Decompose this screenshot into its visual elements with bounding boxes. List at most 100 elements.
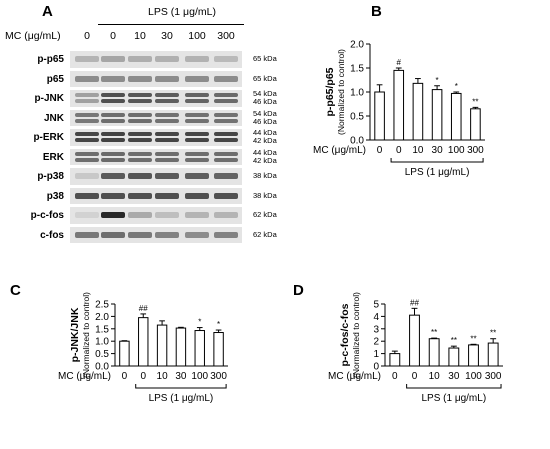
y-tick-label: 0.0 bbox=[350, 136, 364, 147]
chart-panel-b: B 0.0 0.5 1.0 1.5 2.0 p-p65/p65 (Normalized to… bbox=[275, 0, 550, 215]
bar bbox=[450, 92, 462, 141]
chart-d-svg: 0 12 345 p-c-fos/c-fos (Normalized to contro… bbox=[328, 292, 503, 404]
blot-row-label: p-ERK bbox=[33, 132, 64, 143]
blot-band bbox=[185, 75, 209, 82]
blot-band bbox=[155, 112, 179, 117]
blot-band bbox=[128, 151, 152, 156]
blot-band bbox=[185, 99, 209, 103]
blot-row-label: JNK bbox=[43, 112, 64, 124]
blot-band bbox=[128, 231, 152, 238]
blot-band bbox=[185, 151, 209, 156]
x-tick-label: 300 bbox=[210, 371, 227, 382]
blot-band bbox=[185, 56, 209, 62]
blot-band bbox=[101, 93, 125, 97]
blot-strip bbox=[70, 148, 242, 165]
bar bbox=[468, 344, 479, 367]
x-tick-label: 0 bbox=[396, 145, 402, 156]
blot-band bbox=[101, 151, 125, 156]
blot-band bbox=[214, 93, 238, 97]
significance-mark: ** bbox=[472, 97, 478, 106]
blot-band bbox=[155, 173, 179, 179]
x-tick-label: 30 bbox=[175, 371, 187, 382]
bar bbox=[393, 69, 405, 141]
blot-band bbox=[128, 112, 152, 117]
blot-band bbox=[101, 231, 125, 238]
blot-band bbox=[185, 138, 209, 142]
dose-label: 10 bbox=[134, 30, 146, 42]
kda-label: 65 kDa bbox=[253, 54, 277, 63]
y-tick-label: 1.0 bbox=[95, 337, 109, 348]
kda-label: 46 kDa bbox=[253, 116, 277, 126]
blot-band bbox=[155, 118, 179, 123]
blot-band bbox=[214, 132, 238, 136]
blot-band bbox=[101, 192, 125, 199]
blot-band bbox=[75, 151, 99, 156]
y-tick-label: 2 bbox=[373, 337, 379, 348]
blot-band bbox=[214, 99, 238, 103]
y-tick-label: 0.5 bbox=[95, 349, 109, 360]
bar bbox=[156, 324, 168, 367]
blot-row-label: p-c-fos bbox=[30, 210, 64, 221]
blot-band bbox=[75, 56, 99, 62]
panel-a-lps-line bbox=[98, 24, 244, 25]
dose-label: 0 bbox=[110, 30, 116, 42]
y-axis-label: p-p65/p65 bbox=[324, 67, 336, 116]
blot-row-label: p-JNK bbox=[34, 93, 64, 104]
significance-mark: ## bbox=[410, 298, 419, 307]
x-tick-label: 100 bbox=[191, 371, 208, 382]
kda-label: 38 kDa bbox=[253, 190, 277, 200]
blot-strip bbox=[70, 187, 242, 204]
significance-mark: ## bbox=[139, 304, 148, 313]
blot-band bbox=[101, 75, 125, 82]
blot-band bbox=[214, 192, 238, 199]
blot-band bbox=[128, 173, 152, 179]
significance-mark: * bbox=[455, 82, 458, 91]
kda-label: 42 kDa bbox=[253, 136, 277, 145]
significance-mark: * bbox=[436, 76, 439, 85]
y-tick-label: 5 bbox=[373, 300, 379, 311]
kda-label: 46 kDa bbox=[253, 97, 277, 106]
kda-label: 54 kDa bbox=[253, 108, 277, 118]
blot-band bbox=[214, 56, 238, 62]
y-tick-label: 0 bbox=[373, 362, 379, 373]
y-tick-label: 3 bbox=[373, 324, 379, 335]
bar bbox=[119, 340, 130, 367]
bar bbox=[412, 82, 424, 141]
lps-bracket bbox=[406, 384, 502, 389]
significance-mark: * bbox=[198, 318, 201, 327]
panel-a-lps-header: LPS (1 μg/mL) bbox=[148, 6, 216, 18]
blot-band bbox=[155, 157, 179, 162]
blot-band bbox=[75, 99, 99, 103]
blot-band bbox=[185, 192, 209, 199]
y-tick-label: 0.5 bbox=[350, 112, 364, 123]
blot-band bbox=[75, 192, 99, 199]
blot-band bbox=[155, 56, 179, 62]
bar bbox=[374, 91, 385, 141]
panel-c-letter: C bbox=[10, 282, 21, 299]
blot-band bbox=[155, 99, 179, 103]
chart-b-svg: 0.0 0.5 1.0 1.5 2.0 p-p65/p65 (Normalized to c… bbox=[313, 40, 485, 178]
y-tick-label: 1.0 bbox=[350, 88, 364, 99]
blot-band bbox=[155, 132, 179, 136]
blot-band bbox=[185, 157, 209, 162]
bar bbox=[428, 338, 440, 367]
x-tick-label: 100 bbox=[448, 145, 465, 156]
x-tick-label: 10 bbox=[429, 371, 441, 382]
blot-band bbox=[155, 75, 179, 82]
blot-strip bbox=[70, 70, 242, 87]
significance-mark: ** bbox=[431, 328, 437, 337]
blot-band bbox=[101, 132, 125, 136]
blot-band bbox=[75, 138, 99, 142]
blot-band bbox=[128, 75, 152, 82]
blot-band bbox=[185, 132, 209, 136]
blot-band bbox=[214, 173, 238, 179]
blot-band bbox=[214, 151, 238, 156]
kda-label: 62 kDa bbox=[253, 210, 277, 219]
blot-strip bbox=[70, 168, 242, 185]
blot-row-label: c-fos bbox=[40, 229, 64, 241]
blot-band bbox=[101, 138, 125, 142]
kda-label: 62 kDa bbox=[253, 229, 277, 239]
dose-label: 30 bbox=[161, 30, 173, 42]
blot-band bbox=[101, 212, 125, 218]
mc-label: MC (μg/mL) bbox=[58, 371, 111, 382]
